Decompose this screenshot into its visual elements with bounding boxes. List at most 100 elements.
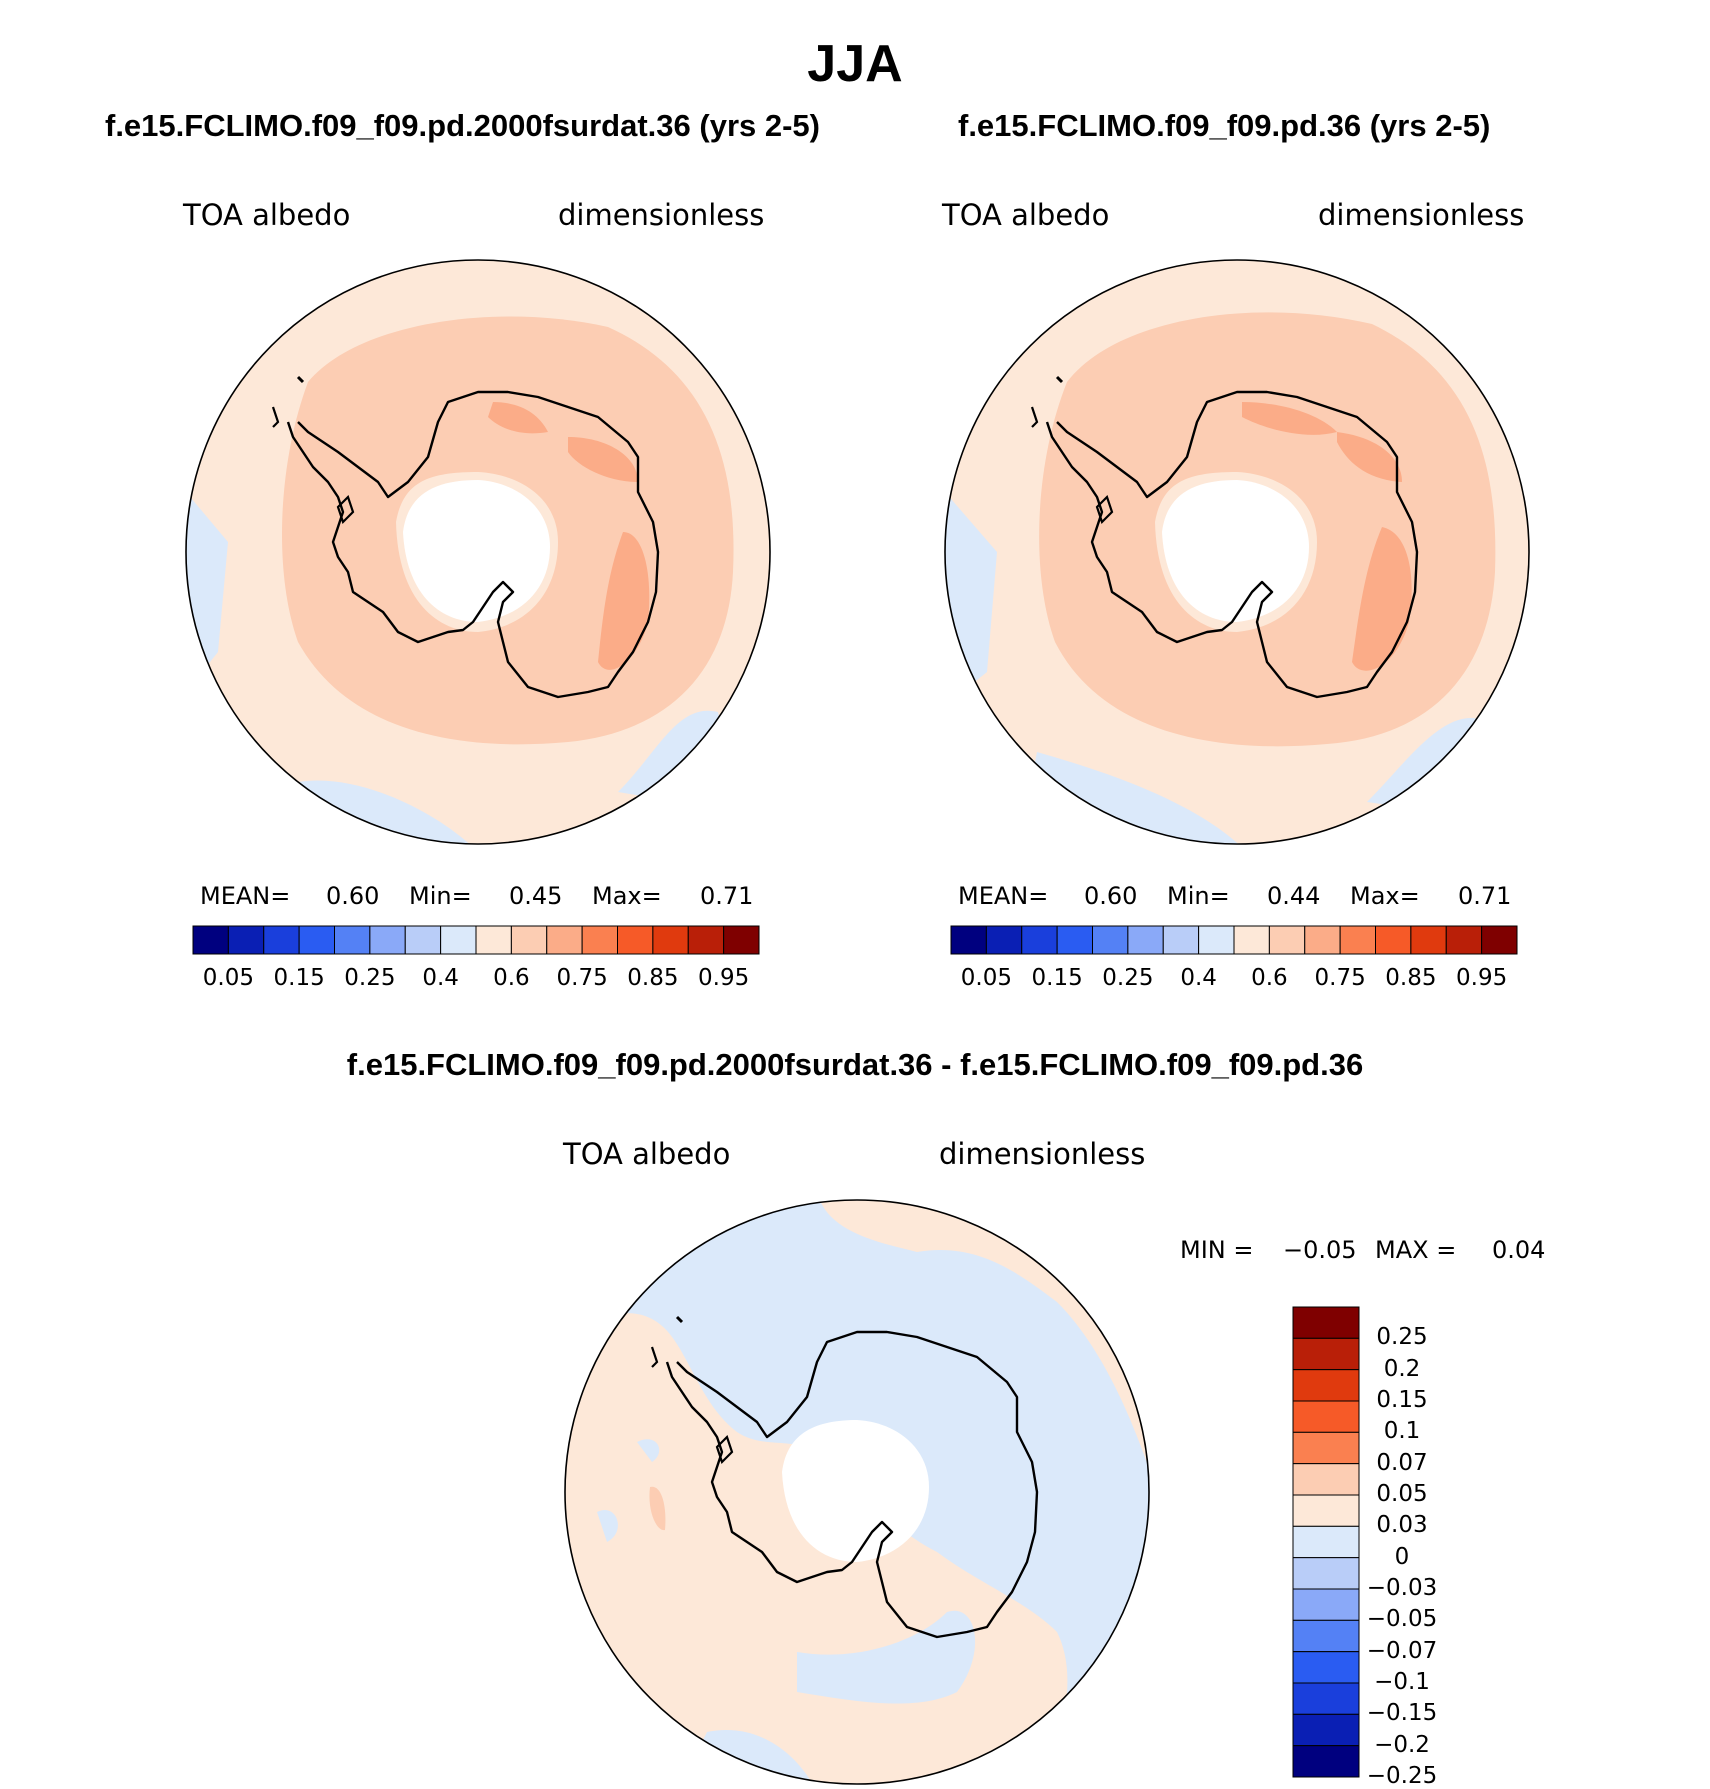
panel2-colorbar-tick-label: 0.75 bbox=[1314, 965, 1366, 991]
panel1-pole-hole bbox=[403, 480, 550, 622]
panel1-colorbar-tick-label: 0.95 bbox=[698, 965, 750, 991]
figure-title: JJA bbox=[807, 35, 903, 93]
panel3-map-boundary bbox=[564, 1199, 1150, 1785]
panel2-colorbar-swatch bbox=[950, 925, 987, 955]
panel3-min-label: MIN = bbox=[1180, 1236, 1254, 1264]
panel1-colorbar-swatch bbox=[298, 925, 336, 955]
panel3-colorbar-swatch bbox=[1292, 1494, 1360, 1527]
panel3-colorbar-swatch bbox=[1292, 1619, 1360, 1653]
panel1-max-label: Max= bbox=[592, 882, 662, 910]
panel1-map-boundary bbox=[185, 259, 771, 845]
panel2-colorbar-swatch bbox=[1339, 925, 1377, 955]
panel3-colorbar-tick-label: −0.25 bbox=[1366, 1763, 1438, 1789]
panel1-colorbar-swatch bbox=[687, 925, 725, 955]
panel3-title: f.e15.FCLIMO.f09_f09.pd.2000fsurdat.36 -… bbox=[346, 1047, 1364, 1082]
panel1-colorbar-swatch bbox=[617, 925, 654, 955]
panel3-min-value: −0.05 bbox=[1283, 1236, 1357, 1264]
panel1-colorbar-swatch bbox=[369, 925, 406, 955]
panel2-colorbar-swatch bbox=[1481, 925, 1518, 955]
panel2-colorbar-swatch bbox=[985, 925, 1023, 955]
panel3-negative-anomaly bbox=[565, 1200, 1149, 1784]
panel2-colorbar-swatch bbox=[1127, 925, 1164, 955]
panel2-max-value: 0.71 bbox=[1458, 882, 1512, 910]
panel3-colorbar-tick-label: −0.1 bbox=[1374, 1669, 1430, 1695]
panel3-colorbar-swatch bbox=[1292, 1463, 1360, 1496]
panel3-colorbar-tick-label: 0 bbox=[1394, 1543, 1410, 1570]
panel3-colorbar-tick-label: −0.03 bbox=[1366, 1575, 1438, 1601]
panel2-colorbar-swatch bbox=[1162, 925, 1200, 955]
panel1-variable-label: TOA albedo bbox=[183, 198, 351, 232]
panel3-colorbar-tick-label: 0.25 bbox=[1376, 1324, 1428, 1351]
panel2-polar-map bbox=[944, 259, 1530, 845]
panel1-colorbar-tick-label: 0.85 bbox=[627, 965, 679, 991]
panel2-colorbar-tick-label: 0.95 bbox=[1456, 965, 1508, 991]
panel2-units-label: dimensionless bbox=[1318, 198, 1525, 232]
panel1-antarctica-coastline bbox=[286, 390, 660, 699]
panel1-colorbar-swatch bbox=[334, 925, 371, 955]
panel3-units-label: dimensionless bbox=[939, 1137, 1146, 1171]
panel2-colorbar-ticks: 0.05 0.15 0.25 0.4 0.6 0.75 0.85 0.95 bbox=[951, 965, 1517, 995]
panel3-colorbar-tick-label: −0.15 bbox=[1366, 1700, 1438, 1727]
panel2-min-value: 0.44 bbox=[1267, 882, 1321, 910]
panel1-colorbar-swatch bbox=[227, 925, 265, 955]
panel1-colorbar-swatch bbox=[475, 925, 512, 955]
panel2-colorbar-swatch bbox=[1056, 925, 1094, 955]
panel2-colorbar-swatch bbox=[1021, 925, 1058, 955]
panel3-colorbar-swatch bbox=[1292, 1682, 1360, 1715]
panel3-polar-map bbox=[564, 1199, 1150, 1785]
panel2-colorbar-swatch bbox=[1092, 925, 1129, 955]
panel3-colorbar-ticks: 0.25 0.2 0.15 0.1 0.07 0.05 0.03 0 −0.03 −0.05 −0.… bbox=[1360, 1307, 1480, 1789]
panel3-colorbar-swatch bbox=[1292, 1400, 1360, 1433]
panel2-variable-label: TOA albedo bbox=[942, 198, 1110, 232]
panel2-colorbar-swatch bbox=[1268, 925, 1306, 955]
panel3-positive-anomaly bbox=[649, 1486, 666, 1531]
panel3-variable-label: TOA albedo bbox=[563, 1137, 731, 1171]
panel3-colorbar-swatch bbox=[1292, 1525, 1360, 1559]
panel3-colorbar-tick-label: 0.05 bbox=[1376, 1481, 1428, 1507]
panel3-colorbar-swatch bbox=[1292, 1431, 1360, 1465]
panel2-mean-value: 0.60 bbox=[1084, 882, 1138, 910]
panel3-colorbar-swatch bbox=[1292, 1588, 1360, 1621]
panel3-max-label: MAX = bbox=[1375, 1236, 1457, 1264]
panel3-colorbar-tick-label: −0.05 bbox=[1366, 1606, 1438, 1633]
panel2-colorbar-tick-label: 0.4 bbox=[1180, 965, 1217, 991]
panel1-max-value: 0.71 bbox=[700, 882, 754, 910]
panel2-colorbar-tick-label: 0.05 bbox=[960, 965, 1012, 991]
panel1-min-value: 0.45 bbox=[509, 882, 563, 910]
panel3-max-value: 0.04 bbox=[1492, 1236, 1546, 1264]
panel1-colorbar-swatch bbox=[440, 925, 477, 955]
panel1-mean-label: MEAN= bbox=[200, 882, 291, 910]
panel2-title: f.e15.FCLIMO.f09_f09.pd.36 (yrs 2-5) bbox=[958, 108, 1491, 143]
panel2-colorbar-tick-label: 0.6 bbox=[1251, 965, 1288, 991]
panel1-colorbar-tick-label: 0.75 bbox=[556, 965, 608, 991]
panel3-colorbar bbox=[1292, 1306, 1360, 1778]
panel1-colorbar-tick-label: 0.6 bbox=[493, 965, 530, 991]
panel1-colorbar bbox=[192, 925, 760, 955]
panel1-colorbar-tick-label: 0.05 bbox=[202, 965, 254, 991]
panel3-colorbar-swatch bbox=[1292, 1745, 1360, 1778]
panel2-colorbar-swatch bbox=[1445, 925, 1483, 955]
panel1-colorbar-tick-label: 0.4 bbox=[422, 965, 459, 991]
panel2-map-boundary bbox=[944, 259, 1530, 845]
panel2-mean-label: MEAN= bbox=[958, 882, 1049, 910]
panel2-colorbar-swatch bbox=[1304, 925, 1341, 955]
panel1-colorbar-ticks: 0.05 0.15 0.25 0.4 0.6 0.75 0.85 0.95 bbox=[193, 965, 759, 995]
panel2-pole-hole bbox=[1162, 480, 1309, 622]
panel3-pole-hole bbox=[782, 1420, 929, 1562]
panel2-colorbar-swatch bbox=[1233, 925, 1270, 955]
panel3-colorbar-swatch bbox=[1292, 1337, 1360, 1371]
panel2-colorbar-swatch bbox=[1410, 925, 1447, 955]
panel1-colorbar-swatch bbox=[404, 925, 442, 955]
panel1-colorbar-swatch bbox=[723, 925, 760, 955]
panel3-colorbar-tick-label: 0.03 bbox=[1376, 1512, 1428, 1539]
panel1-colorbar-swatch bbox=[581, 925, 619, 955]
panel3-colorbar-swatch bbox=[1292, 1369, 1360, 1402]
panel1-min-label: Min= bbox=[409, 882, 472, 910]
panel1-colorbar-swatch bbox=[652, 925, 689, 955]
panel2-colorbar-tick-label: 0.25 bbox=[1102, 965, 1154, 991]
panel1-title: f.e15.FCLIMO.f09_f09.pd.2000fsurdat.36 (… bbox=[105, 108, 820, 143]
panel3-colorbar-tick-label: 0.1 bbox=[1383, 1418, 1421, 1445]
panel1-colorbar-swatch bbox=[192, 925, 229, 955]
panel3-colorbar-tick-label: −0.2 bbox=[1374, 1731, 1430, 1758]
panel1-colorbar-swatch bbox=[263, 925, 300, 955]
